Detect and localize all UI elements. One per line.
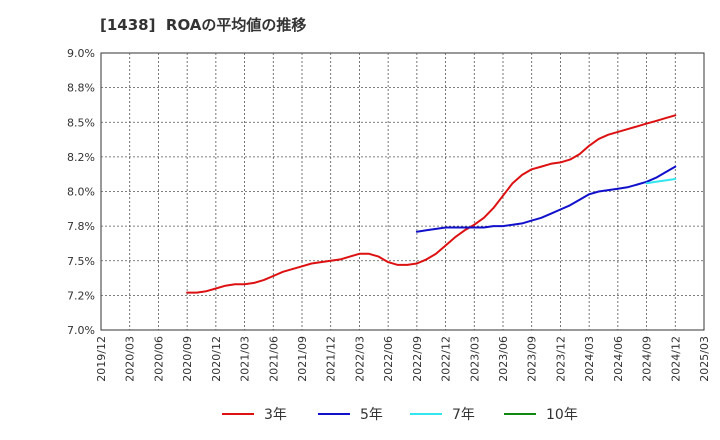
- legend: 3年 5年 7年 10年: [222, 407, 578, 423]
- x-tick-label: 2023/09: [526, 336, 539, 382]
- x-tick-label: 2024/12: [669, 336, 682, 382]
- y-tick-label: 7.2%: [67, 289, 95, 302]
- series-lines: [186, 114, 677, 294]
- y-tick-label: 7.5%: [67, 255, 95, 268]
- x-tick-label: 2025/03: [698, 336, 711, 382]
- y-tick-label: 8.8%: [67, 82, 95, 95]
- x-tick-label: 2021/03: [239, 336, 252, 382]
- x-tick-label: 2020/03: [124, 336, 137, 382]
- x-tick-label: 2023/03: [468, 336, 481, 382]
- legend-label: 5年: [360, 407, 383, 423]
- x-tick-label: 2022/12: [440, 336, 453, 382]
- legend-label: 3年: [264, 407, 287, 423]
- x-tick-label: 2024/03: [583, 336, 596, 382]
- y-tick-label: 7.0%: [67, 324, 95, 337]
- series-line-3: [645, 178, 677, 185]
- y-tick-label: 9.0%: [67, 47, 95, 60]
- legend-label: 10年: [546, 407, 578, 423]
- x-tick-label: 2020/06: [152, 336, 165, 382]
- x-tick-label: 2019/12: [95, 336, 108, 382]
- series-line-2: [415, 165, 677, 233]
- chart-title: [1438] ROAの平均値の推移: [100, 16, 307, 34]
- grid: [100, 52, 705, 331]
- x-tick-label: 2021/09: [296, 336, 309, 382]
- legend-label: 7年: [452, 407, 475, 423]
- x-tick-label: 2024/06: [612, 336, 625, 382]
- x-tick-label: 2020/12: [210, 336, 223, 382]
- series-line-1: [186, 114, 677, 294]
- x-tick-label: 2023/06: [497, 336, 510, 382]
- y-tick-label: 8.5%: [67, 116, 95, 129]
- y-tick-label: 8.0%: [67, 186, 95, 199]
- x-tick-label: 2022/03: [353, 336, 366, 382]
- x-tick-label: 2020/09: [181, 336, 194, 382]
- x-tick-label: 2021/12: [325, 336, 338, 382]
- x-tick-label: 2022/09: [411, 336, 424, 382]
- x-tick-label: 2021/06: [267, 336, 280, 382]
- y-tick-label: 7.8%: [67, 220, 95, 233]
- x-tick-label: 2023/12: [554, 336, 567, 382]
- x-tick-label: 2024/09: [641, 336, 654, 382]
- x-tick-label: 2022/06: [382, 336, 395, 382]
- y-tick-label: 8.2%: [67, 151, 95, 164]
- axes: 2019/12 2020/03 2020/06 2020/09 2020/12 2021/…: [67, 47, 711, 382]
